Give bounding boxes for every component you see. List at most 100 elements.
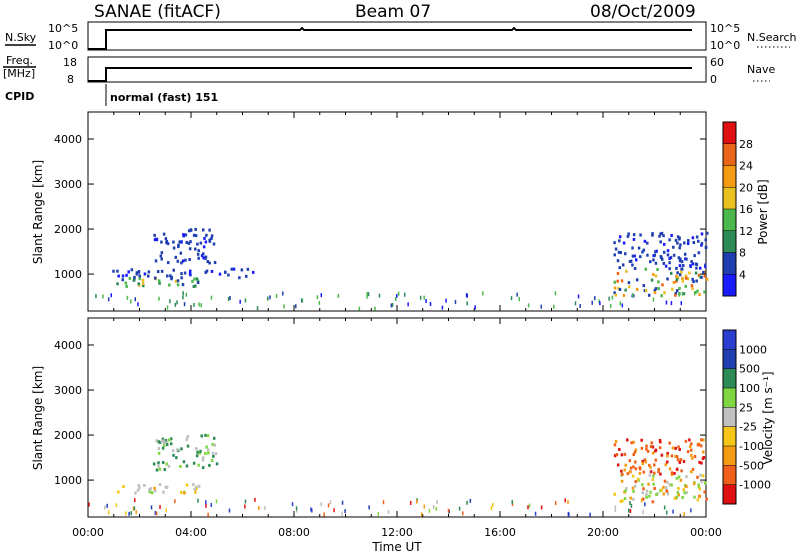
- data-cell: [700, 232, 704, 236]
- data-cell: [668, 261, 671, 265]
- data-cell: [630, 503, 633, 508]
- data-cell: [676, 271, 679, 275]
- data-cell: [655, 249, 658, 253]
- data-cell: [196, 279, 200, 283]
- data-cell: [676, 458, 680, 462]
- data-cell: [150, 505, 153, 510]
- data-cell: [202, 252, 205, 256]
- colorbar-swatch: [723, 368, 736, 388]
- data-cell: [632, 489, 635, 493]
- data-cell: [122, 485, 125, 489]
- data-cell: [682, 488, 686, 492]
- data-cell: [622, 293, 626, 297]
- data-cell: [246, 267, 250, 271]
- data-cell: [492, 502, 494, 507]
- data-cell: [693, 291, 696, 296]
- data-cell: [138, 486, 141, 490]
- data-cell: [668, 467, 672, 471]
- colorbar-tick-label: 28: [739, 138, 753, 151]
- data-cell: [112, 269, 115, 273]
- data-cell: [665, 488, 668, 492]
- data-cell: [627, 281, 631, 285]
- data-cell: [633, 254, 636, 258]
- data-cell: [651, 272, 655, 276]
- data-cell: [638, 471, 642, 475]
- data-cell: [210, 502, 213, 507]
- data-cell: [116, 282, 119, 286]
- data-cell: [160, 251, 164, 255]
- data-cell: [676, 241, 679, 245]
- data-cell: [690, 453, 693, 457]
- data-cell: [176, 300, 178, 305]
- colorbar-tick-label: -100: [739, 440, 764, 453]
- data-cell: [613, 291, 616, 295]
- data-cell: [186, 435, 190, 439]
- data-cell: [165, 462, 168, 466]
- data-cell: [675, 277, 679, 281]
- data-cell: [540, 505, 543, 510]
- data-cell: [614, 508, 617, 513]
- data-cell: [454, 299, 457, 304]
- colorbar-swatch: [723, 122, 736, 144]
- data-cell: [672, 245, 675, 249]
- data-cell: [264, 506, 266, 511]
- data-cell: [705, 231, 709, 235]
- data-cell: [639, 233, 642, 237]
- data-cell: [666, 277, 669, 281]
- data-cell: [344, 509, 346, 514]
- y-tick-label: 2000: [54, 223, 82, 236]
- data-cell: [666, 253, 670, 257]
- freq-label-line2: [MHz]: [3, 67, 35, 80]
- data-cell: [626, 438, 629, 442]
- data-cell: [104, 505, 106, 510]
- colorbar-tick-label: 16: [739, 203, 753, 216]
- data-cell: [394, 296, 397, 301]
- x-tick-label: 16:00: [484, 526, 516, 539]
- data-cell: [166, 305, 169, 310]
- data-cell: [164, 438, 168, 442]
- data-cell: [657, 280, 660, 284]
- data-cell: [128, 511, 130, 516]
- data-cell: [691, 467, 695, 471]
- y-tick-label: 4000: [54, 339, 82, 352]
- data-cell: [702, 270, 705, 274]
- data-cell: [210, 237, 213, 241]
- data-cell: [208, 463, 211, 467]
- data-cell: [211, 443, 214, 447]
- data-cell: [107, 510, 110, 515]
- data-cell: [323, 512, 325, 517]
- data-cell: [662, 485, 665, 489]
- data-cell: [157, 464, 160, 468]
- data-cell: [645, 495, 648, 499]
- data-cell: [654, 250, 657, 254]
- data-cell: [648, 463, 651, 467]
- data-cell: [682, 292, 686, 296]
- x-tick-label: 00:00: [690, 526, 722, 539]
- data-cell: [155, 237, 158, 241]
- data-cell: [223, 270, 227, 274]
- data-cell: [160, 240, 163, 244]
- data-cell: [174, 302, 177, 307]
- data-cell: [251, 270, 255, 274]
- data-cell: [690, 470, 693, 474]
- data-cell: [641, 491, 645, 495]
- data-cell: [622, 241, 626, 245]
- data-cell: [213, 443, 217, 447]
- data-cell: [704, 265, 707, 269]
- data-cell: [148, 488, 151, 492]
- data-cell: [705, 277, 709, 281]
- data-cell: [155, 511, 158, 516]
- data-cell: [699, 473, 702, 477]
- data-cell: [677, 445, 680, 449]
- data-cell: [374, 306, 376, 311]
- data-cell: [166, 274, 169, 278]
- data-cell: [678, 286, 681, 290]
- data-cell: [679, 478, 683, 482]
- data-cell: [165, 241, 168, 245]
- data-cell: [160, 439, 164, 443]
- data-cell: [195, 277, 199, 281]
- data-cell: [666, 492, 670, 496]
- data-cell: [621, 303, 624, 308]
- power-colorbar: 4 8 12 16 20 24 28: [722, 121, 753, 297]
- data-cell: [194, 284, 197, 288]
